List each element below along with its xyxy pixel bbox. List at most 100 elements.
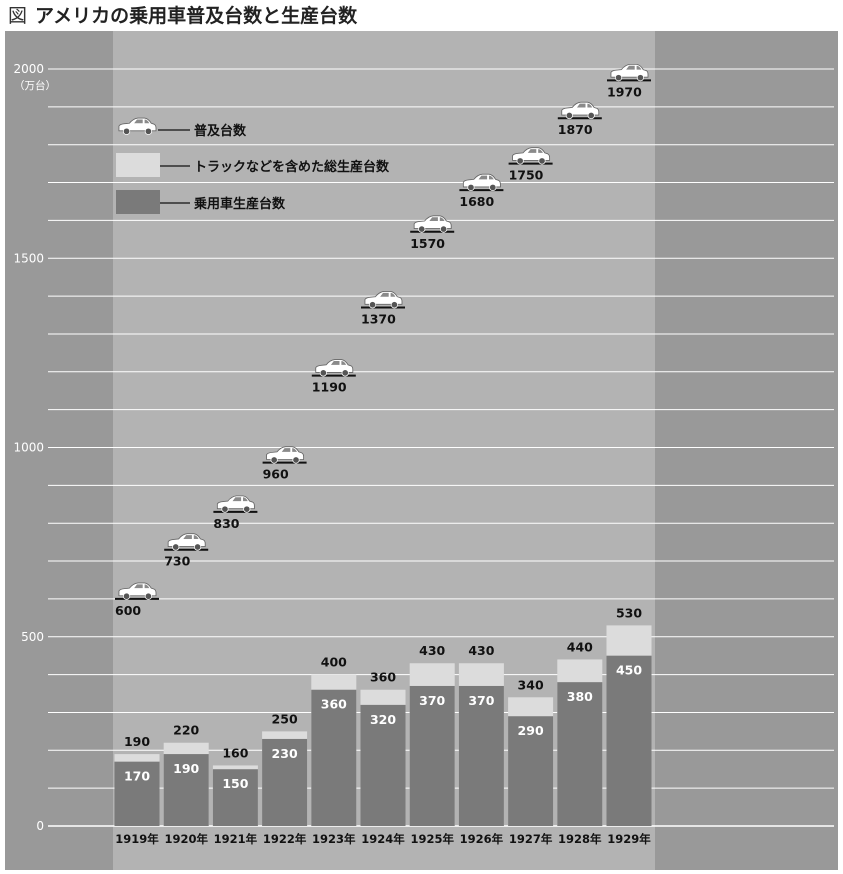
car-window [576,103,593,108]
data-label-passenger: 370 [419,693,445,708]
car-icon [167,533,206,551]
data-label-stock: 600 [115,603,141,618]
data-label-stock: 1190 [312,380,347,395]
chart-title: 図アメリカの乗用車普及台数と生産台数 [8,2,357,30]
car-wheel [538,157,546,165]
y-tick-label: 1500 [13,251,44,265]
car-window [183,535,199,539]
data-label-total: 440 [567,639,593,654]
car-window [232,497,248,502]
car-window [134,119,150,124]
bar-passenger [458,685,504,826]
data-label-passenger: 380 [567,689,593,704]
car-wheel [368,301,377,309]
car-icon [118,582,157,600]
car-wheel [587,111,595,120]
car-wheel [243,505,251,513]
x-tick-label: 1924年 [361,832,405,846]
x-tick-label: 1920年 [164,832,208,846]
x-tick-label: 1921年 [214,832,258,846]
x-tick-label: 1929年 [607,832,651,846]
car-icon [512,147,551,165]
car-wheel [122,592,131,600]
legend-swatch-total [116,153,160,177]
bar-passenger [606,655,652,826]
y-tick-label: 0 [36,819,44,833]
x-tick-label: 1923年 [312,832,356,846]
legend-car-icon [118,117,157,135]
x-tick-label: 1928年 [558,832,602,846]
car-wheel [489,183,497,192]
car-window [330,361,347,365]
bar-passenger [508,716,554,826]
data-label-stock: 730 [164,554,190,569]
car-wheel [636,74,645,82]
car-icon [610,63,649,82]
figure-prefix: 図 [8,5,28,27]
car-window [527,149,543,153]
y-tick-label: 1000 [13,441,44,455]
car-icon [315,359,354,377]
data-label-total: 400 [321,655,347,670]
x-tick-label: 1927年 [509,832,553,846]
data-label-total: 340 [518,677,544,692]
x-tick-label: 1925年 [410,832,454,846]
car-wheel [341,369,349,377]
car-icon [364,291,403,309]
car-window [281,448,297,452]
data-label-total: 430 [419,643,445,658]
data-label-total: 360 [370,670,396,685]
bar-passenger [557,682,603,826]
x-tick-label: 1922年 [263,832,307,846]
data-label-passenger: 450 [616,663,642,678]
car-icon [216,495,255,513]
car-wheel [319,369,327,377]
data-label-stock: 1570 [410,236,445,251]
legend-label-stock: 普及台数 [194,123,247,139]
car-wheel [516,157,524,165]
data-label-passenger: 370 [468,693,494,708]
car-wheel [418,225,426,233]
legend-swatch-passenger [116,190,160,214]
bar-passenger [163,754,209,826]
car-wheel [270,456,278,464]
car-wheel [292,456,300,464]
x-tick-label: 1926年 [460,832,504,846]
bar-passenger [360,704,406,826]
bar-passenger [311,689,357,826]
data-label-total: 250 [272,711,298,726]
car-wheel [144,127,153,135]
data-label-passenger: 230 [272,746,298,761]
bars: 190 170 1919年 220 190 1920年 160 150 1921年 250 230 1… [114,605,652,846]
bar-passenger [262,738,308,826]
data-label-total: 160 [222,745,248,760]
stock-markers: 600 730 830 960 1190 1370 1570 1680 1750 1870 1970 [115,63,651,618]
data-label-passenger: 190 [173,761,199,776]
car-icon [561,101,600,120]
y-tick-label: 500 [21,630,44,644]
data-label-stock: 1370 [361,311,396,326]
legend-label-total: トラックなどを含めた総生産台数 [194,159,390,175]
x-tick-label: 1919年 [115,832,159,846]
data-label-passenger: 170 [124,769,150,784]
car-window [478,175,494,180]
data-label-passenger: 150 [222,776,248,791]
bar-passenger [212,769,258,826]
legend-label-passenger: 乗用車生産台数 [193,196,286,212]
gridlines [48,68,834,789]
car-wheel [565,111,573,120]
car-window [429,217,445,222]
data-label-stock: 1750 [509,168,544,183]
data-label-passenger: 360 [321,697,347,712]
car-wheel [172,543,180,551]
title-text: アメリカの乗用車普及台数と生産台数 [35,5,358,27]
data-label-passenger: 290 [518,723,544,738]
car-icon [266,446,305,464]
y-tick-label: 2000 [13,62,44,76]
data-label-total: 220 [173,723,199,738]
car-icon [462,173,501,192]
car-window [134,584,150,589]
bar-passenger [409,685,455,826]
